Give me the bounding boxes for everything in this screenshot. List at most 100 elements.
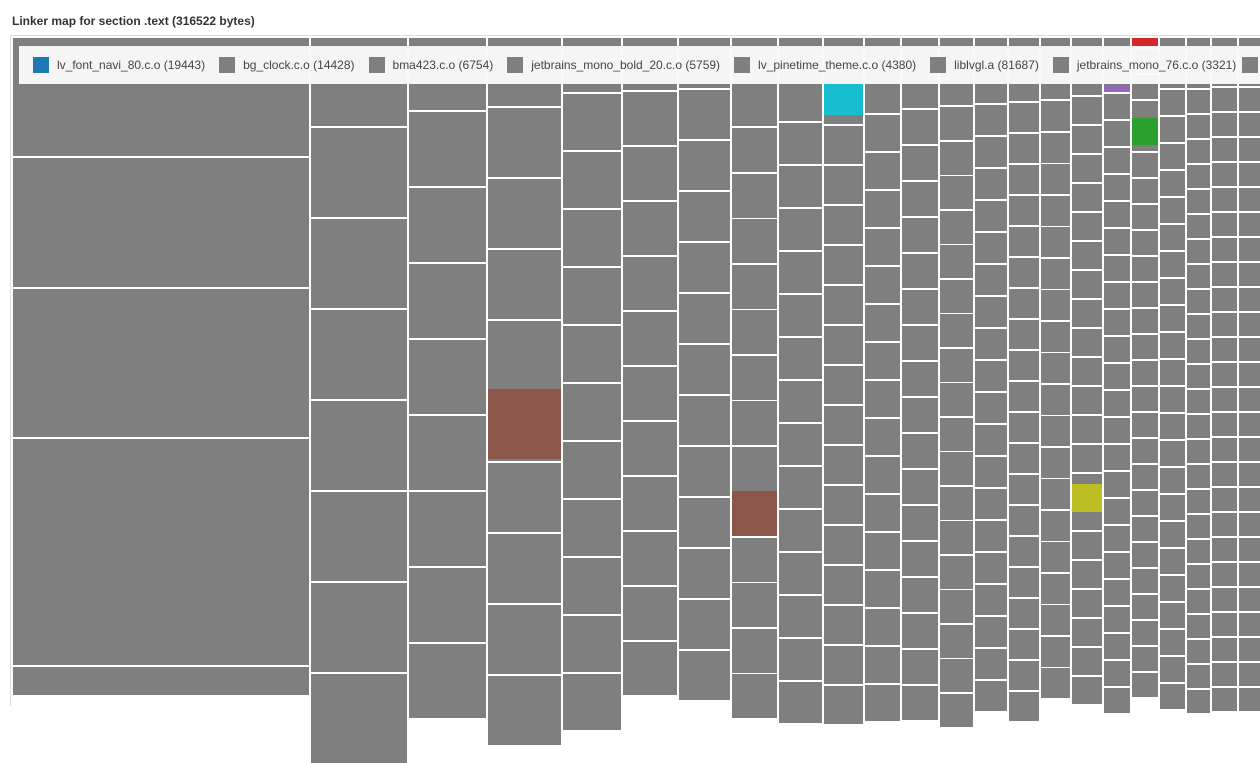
treemap-cell[interactable] bbox=[1212, 113, 1237, 136]
legend-item[interactable]: bg_clock.c.o (14428) bbox=[219, 57, 355, 73]
treemap-cell[interactable] bbox=[13, 289, 309, 437]
treemap-cell[interactable] bbox=[975, 553, 1007, 583]
treemap-cell[interactable] bbox=[1212, 338, 1237, 361]
treemap-cell[interactable] bbox=[1212, 388, 1237, 411]
treemap-cell[interactable] bbox=[940, 487, 973, 520]
treemap-cell[interactable] bbox=[679, 396, 730, 445]
treemap-cell[interactable] bbox=[1212, 613, 1237, 636]
treemap-cell[interactable] bbox=[1239, 313, 1260, 336]
treemap-cell-highlighted[interactable] bbox=[488, 389, 561, 459]
treemap-cell[interactable] bbox=[1104, 148, 1130, 173]
treemap-cell[interactable] bbox=[1009, 506, 1039, 535]
treemap-cell[interactable] bbox=[865, 533, 900, 569]
treemap-cell-highlighted[interactable] bbox=[732, 491, 777, 536]
treemap-cell[interactable] bbox=[1212, 563, 1237, 586]
treemap-cell[interactable] bbox=[1187, 140, 1210, 163]
treemap-cell[interactable] bbox=[1041, 542, 1070, 572]
treemap-cell[interactable] bbox=[1104, 364, 1130, 389]
treemap-cell[interactable] bbox=[1187, 390, 1210, 413]
treemap-cell[interactable] bbox=[1187, 315, 1210, 338]
treemap-cell[interactable] bbox=[902, 254, 938, 288]
treemap-cell[interactable] bbox=[1009, 599, 1039, 628]
treemap-cell[interactable] bbox=[1239, 88, 1260, 111]
treemap-cell[interactable] bbox=[1239, 413, 1260, 436]
treemap-cell[interactable] bbox=[1239, 338, 1260, 361]
treemap-cell[interactable] bbox=[975, 457, 1007, 487]
treemap-cell[interactable] bbox=[1212, 538, 1237, 561]
treemap-cell[interactable] bbox=[824, 286, 863, 324]
treemap-cell[interactable] bbox=[1072, 445, 1102, 472]
treemap-cell[interactable] bbox=[1072, 648, 1102, 675]
treemap-cell[interactable] bbox=[779, 123, 822, 164]
treemap-cell[interactable] bbox=[1212, 188, 1237, 211]
treemap-cell[interactable] bbox=[563, 384, 621, 440]
treemap-cell[interactable] bbox=[1132, 153, 1158, 177]
treemap-cell[interactable] bbox=[1132, 231, 1158, 255]
treemap-cell[interactable] bbox=[1104, 94, 1130, 119]
treemap-cell[interactable] bbox=[1104, 499, 1130, 524]
treemap-cell[interactable] bbox=[1072, 358, 1102, 385]
treemap-cell[interactable] bbox=[865, 305, 900, 341]
treemap-cell[interactable] bbox=[1212, 488, 1237, 511]
treemap-cell[interactable] bbox=[902, 290, 938, 324]
treemap-cell[interactable] bbox=[975, 265, 1007, 295]
treemap-cell[interactable] bbox=[902, 398, 938, 432]
treemap-cell[interactable] bbox=[1239, 238, 1260, 261]
treemap-cell[interactable] bbox=[940, 245, 973, 278]
treemap-cell[interactable] bbox=[1104, 229, 1130, 254]
treemap-cell[interactable] bbox=[1041, 637, 1070, 667]
treemap-cell[interactable] bbox=[679, 294, 730, 343]
treemap-cell[interactable] bbox=[1239, 613, 1260, 636]
treemap-cell[interactable] bbox=[623, 532, 677, 585]
treemap-cell[interactable] bbox=[1009, 568, 1039, 597]
treemap-cell[interactable] bbox=[1212, 263, 1237, 286]
treemap-cell[interactable] bbox=[1132, 179, 1158, 203]
treemap-cell-highlighted[interactable] bbox=[1132, 118, 1158, 145]
treemap-cell[interactable] bbox=[1160, 90, 1185, 115]
treemap-cell[interactable] bbox=[623, 92, 677, 145]
treemap-cell[interactable] bbox=[1187, 265, 1210, 288]
treemap-cell[interactable] bbox=[679, 447, 730, 496]
treemap-cell[interactable] bbox=[940, 521, 973, 554]
treemap-cell[interactable] bbox=[1104, 661, 1130, 686]
treemap-cell[interactable] bbox=[311, 492, 407, 581]
treemap-cell-highlighted[interactable] bbox=[1132, 38, 1158, 47]
treemap-cell[interactable] bbox=[1104, 472, 1130, 497]
treemap-cell[interactable] bbox=[1009, 630, 1039, 659]
treemap-cell[interactable] bbox=[1132, 517, 1158, 541]
treemap-cell[interactable] bbox=[902, 470, 938, 504]
treemap-cell[interactable] bbox=[1239, 488, 1260, 511]
treemap-cell[interactable] bbox=[1160, 522, 1185, 547]
treemap-cell[interactable] bbox=[1187, 515, 1210, 538]
treemap-cell[interactable] bbox=[824, 486, 863, 524]
treemap-cell[interactable] bbox=[1104, 418, 1130, 443]
treemap-cell[interactable] bbox=[1132, 569, 1158, 593]
treemap-cell[interactable] bbox=[1132, 309, 1158, 333]
treemap-cell[interactable] bbox=[1009, 196, 1039, 225]
treemap-cell[interactable] bbox=[902, 506, 938, 540]
treemap-cell[interactable] bbox=[732, 128, 777, 172]
treemap-cell[interactable] bbox=[1187, 440, 1210, 463]
treemap-cell[interactable] bbox=[563, 268, 621, 324]
treemap-cell[interactable] bbox=[1132, 283, 1158, 307]
treemap-cell[interactable] bbox=[1132, 595, 1158, 619]
treemap-cell[interactable] bbox=[563, 94, 621, 150]
treemap-cell[interactable] bbox=[563, 674, 621, 730]
treemap-cell[interactable] bbox=[1104, 580, 1130, 605]
treemap-cell[interactable] bbox=[1072, 590, 1102, 617]
treemap-cell[interactable] bbox=[1132, 361, 1158, 385]
treemap-cell[interactable] bbox=[1212, 288, 1237, 311]
treemap-cell[interactable] bbox=[1212, 213, 1237, 236]
treemap-cell[interactable] bbox=[1132, 439, 1158, 463]
treemap-cell[interactable] bbox=[902, 326, 938, 360]
treemap-cell[interactable] bbox=[779, 424, 822, 465]
treemap-cell[interactable] bbox=[13, 667, 309, 695]
treemap-cell[interactable] bbox=[779, 209, 822, 250]
treemap-cell[interactable] bbox=[1160, 279, 1185, 304]
treemap-cell[interactable] bbox=[1187, 365, 1210, 388]
treemap-cell[interactable] bbox=[1160, 576, 1185, 601]
treemap-cell[interactable] bbox=[940, 556, 973, 589]
treemap-cell[interactable] bbox=[1072, 126, 1102, 153]
treemap-cell[interactable] bbox=[732, 356, 777, 400]
treemap-cell[interactable] bbox=[732, 219, 777, 263]
